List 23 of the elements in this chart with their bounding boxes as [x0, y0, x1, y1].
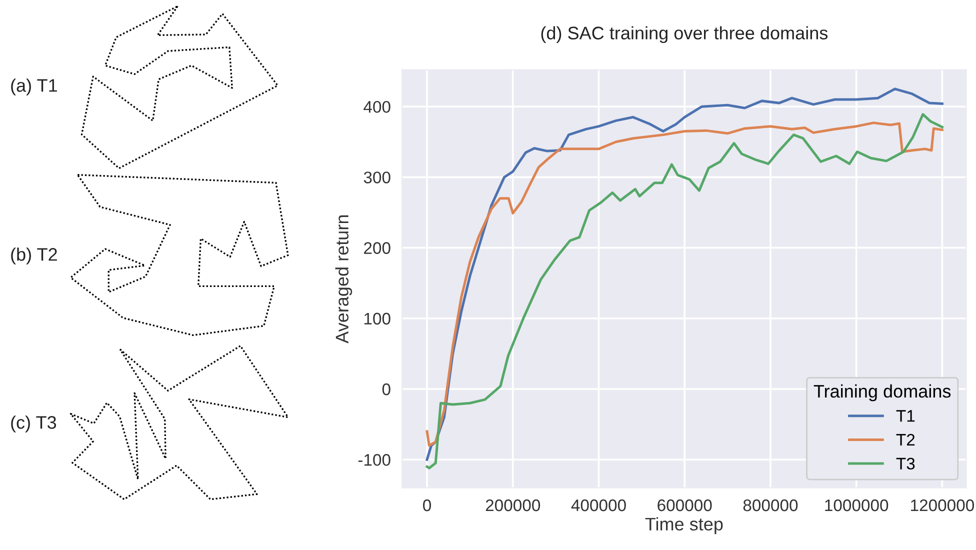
text: (a) T1 — [11, 78, 57, 96]
x-axis-title: Time step — [645, 517, 723, 534]
legend-label: T2 — [896, 434, 915, 446]
text: (b) T2 — [11, 248, 57, 264]
chart-title: (d) SAC training over three domains — [541, 26, 828, 44]
x-tick-label: 800000 — [743, 499, 798, 512]
text: (c) T3 — [11, 416, 56, 432]
y-tick-label: 400 — [364, 100, 390, 113]
x-tick-label: 1200000 — [911, 499, 974, 512]
legend-title: Training domains — [814, 384, 951, 402]
x-tick-label: 600000 — [658, 499, 712, 512]
y-tick-label: -100 — [358, 454, 390, 466]
x-tick-label: 1000000 — [825, 499, 888, 512]
legend-label: T1 — [896, 410, 915, 422]
legend-label: T3 — [896, 458, 915, 470]
y-tick-label: 0 — [382, 383, 390, 396]
x-tick-label: 200000 — [486, 499, 540, 512]
x-tick-label: 400000 — [571, 499, 626, 512]
y-tick-label: 200 — [364, 242, 390, 254]
x-tick-label: 0 — [423, 499, 431, 512]
y-tick-label: 100 — [364, 312, 390, 325]
y-tick-label: 300 — [364, 172, 390, 184]
y-axis-title: Averaged return — [335, 215, 352, 344]
